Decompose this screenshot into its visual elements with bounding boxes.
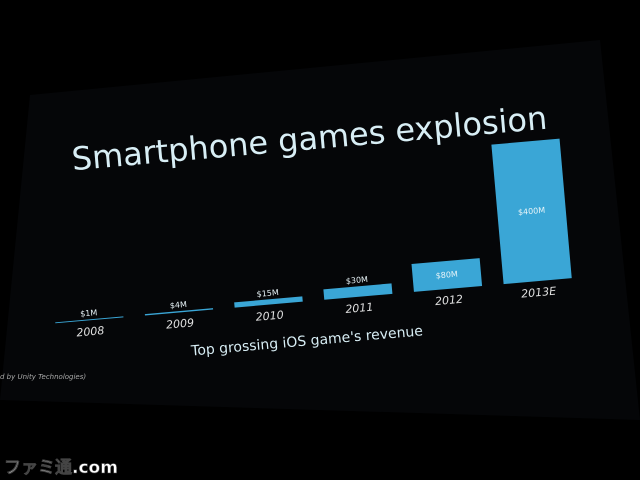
bar bbox=[411, 258, 483, 292]
bar bbox=[55, 316, 124, 324]
plot-area: Smartphone games explosion Top grossing … bbox=[55, 99, 572, 360]
value-label: $4M bbox=[169, 300, 187, 310]
value-label: $400M bbox=[518, 206, 546, 217]
x-tick-label: 2013E bbox=[521, 285, 557, 301]
bar bbox=[323, 283, 393, 300]
x-tick-label: 2008 bbox=[76, 324, 105, 339]
x-tick-label: 2011 bbox=[345, 301, 374, 316]
x-tick-label: 2012 bbox=[434, 293, 463, 308]
value-label: $80M bbox=[435, 270, 458, 281]
value-label: $30M bbox=[345, 275, 368, 286]
bar bbox=[144, 308, 214, 316]
value-label: $1M bbox=[80, 308, 98, 318]
bar bbox=[491, 138, 572, 285]
x-tick-label: 2010 bbox=[255, 308, 284, 323]
bar bbox=[234, 296, 303, 308]
footnote: d by Unity Technologies) bbox=[0, 373, 86, 381]
value-label: $15M bbox=[256, 288, 279, 299]
watermark: ファミ通.com bbox=[4, 458, 118, 478]
x-tick-label: 2009 bbox=[166, 316, 195, 331]
slide bbox=[0, 40, 640, 420]
